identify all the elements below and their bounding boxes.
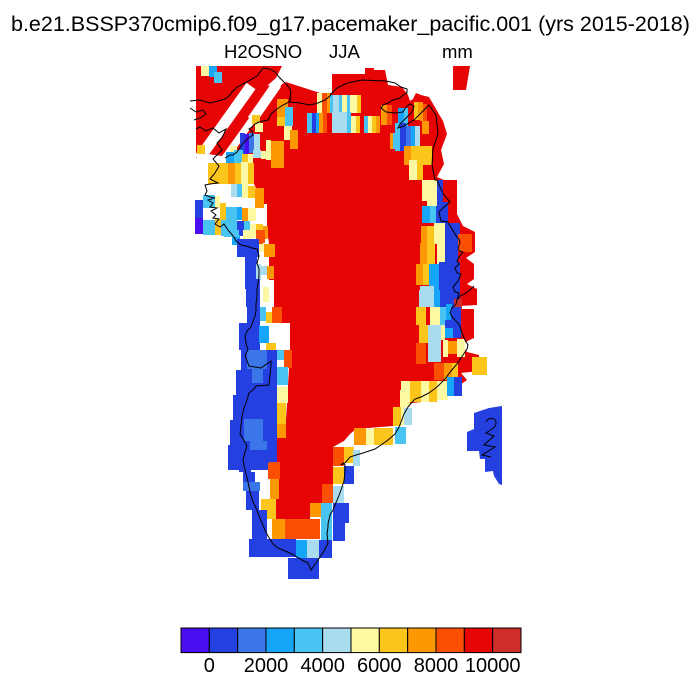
- svg-text:10000: 10000: [465, 655, 521, 677]
- svg-text:8000: 8000: [414, 655, 459, 677]
- svg-text:4000: 4000: [300, 655, 345, 677]
- svg-text:6000: 6000: [357, 655, 402, 677]
- svg-text:0: 0: [204, 655, 215, 677]
- svg-text:2000: 2000: [244, 655, 289, 677]
